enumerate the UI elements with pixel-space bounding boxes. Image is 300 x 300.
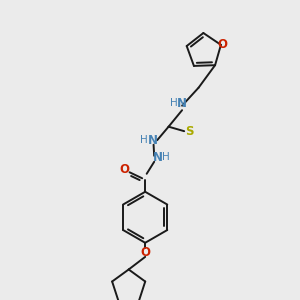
Text: N: N	[153, 151, 163, 164]
Text: H: H	[162, 152, 170, 162]
Text: H: H	[170, 98, 178, 108]
Text: H: H	[140, 135, 148, 145]
Text: N: N	[148, 134, 158, 147]
Text: O: O	[119, 163, 129, 176]
Text: O: O	[218, 38, 227, 51]
Text: S: S	[185, 125, 194, 138]
Text: N: N	[176, 97, 187, 110]
Text: O: O	[140, 246, 151, 259]
